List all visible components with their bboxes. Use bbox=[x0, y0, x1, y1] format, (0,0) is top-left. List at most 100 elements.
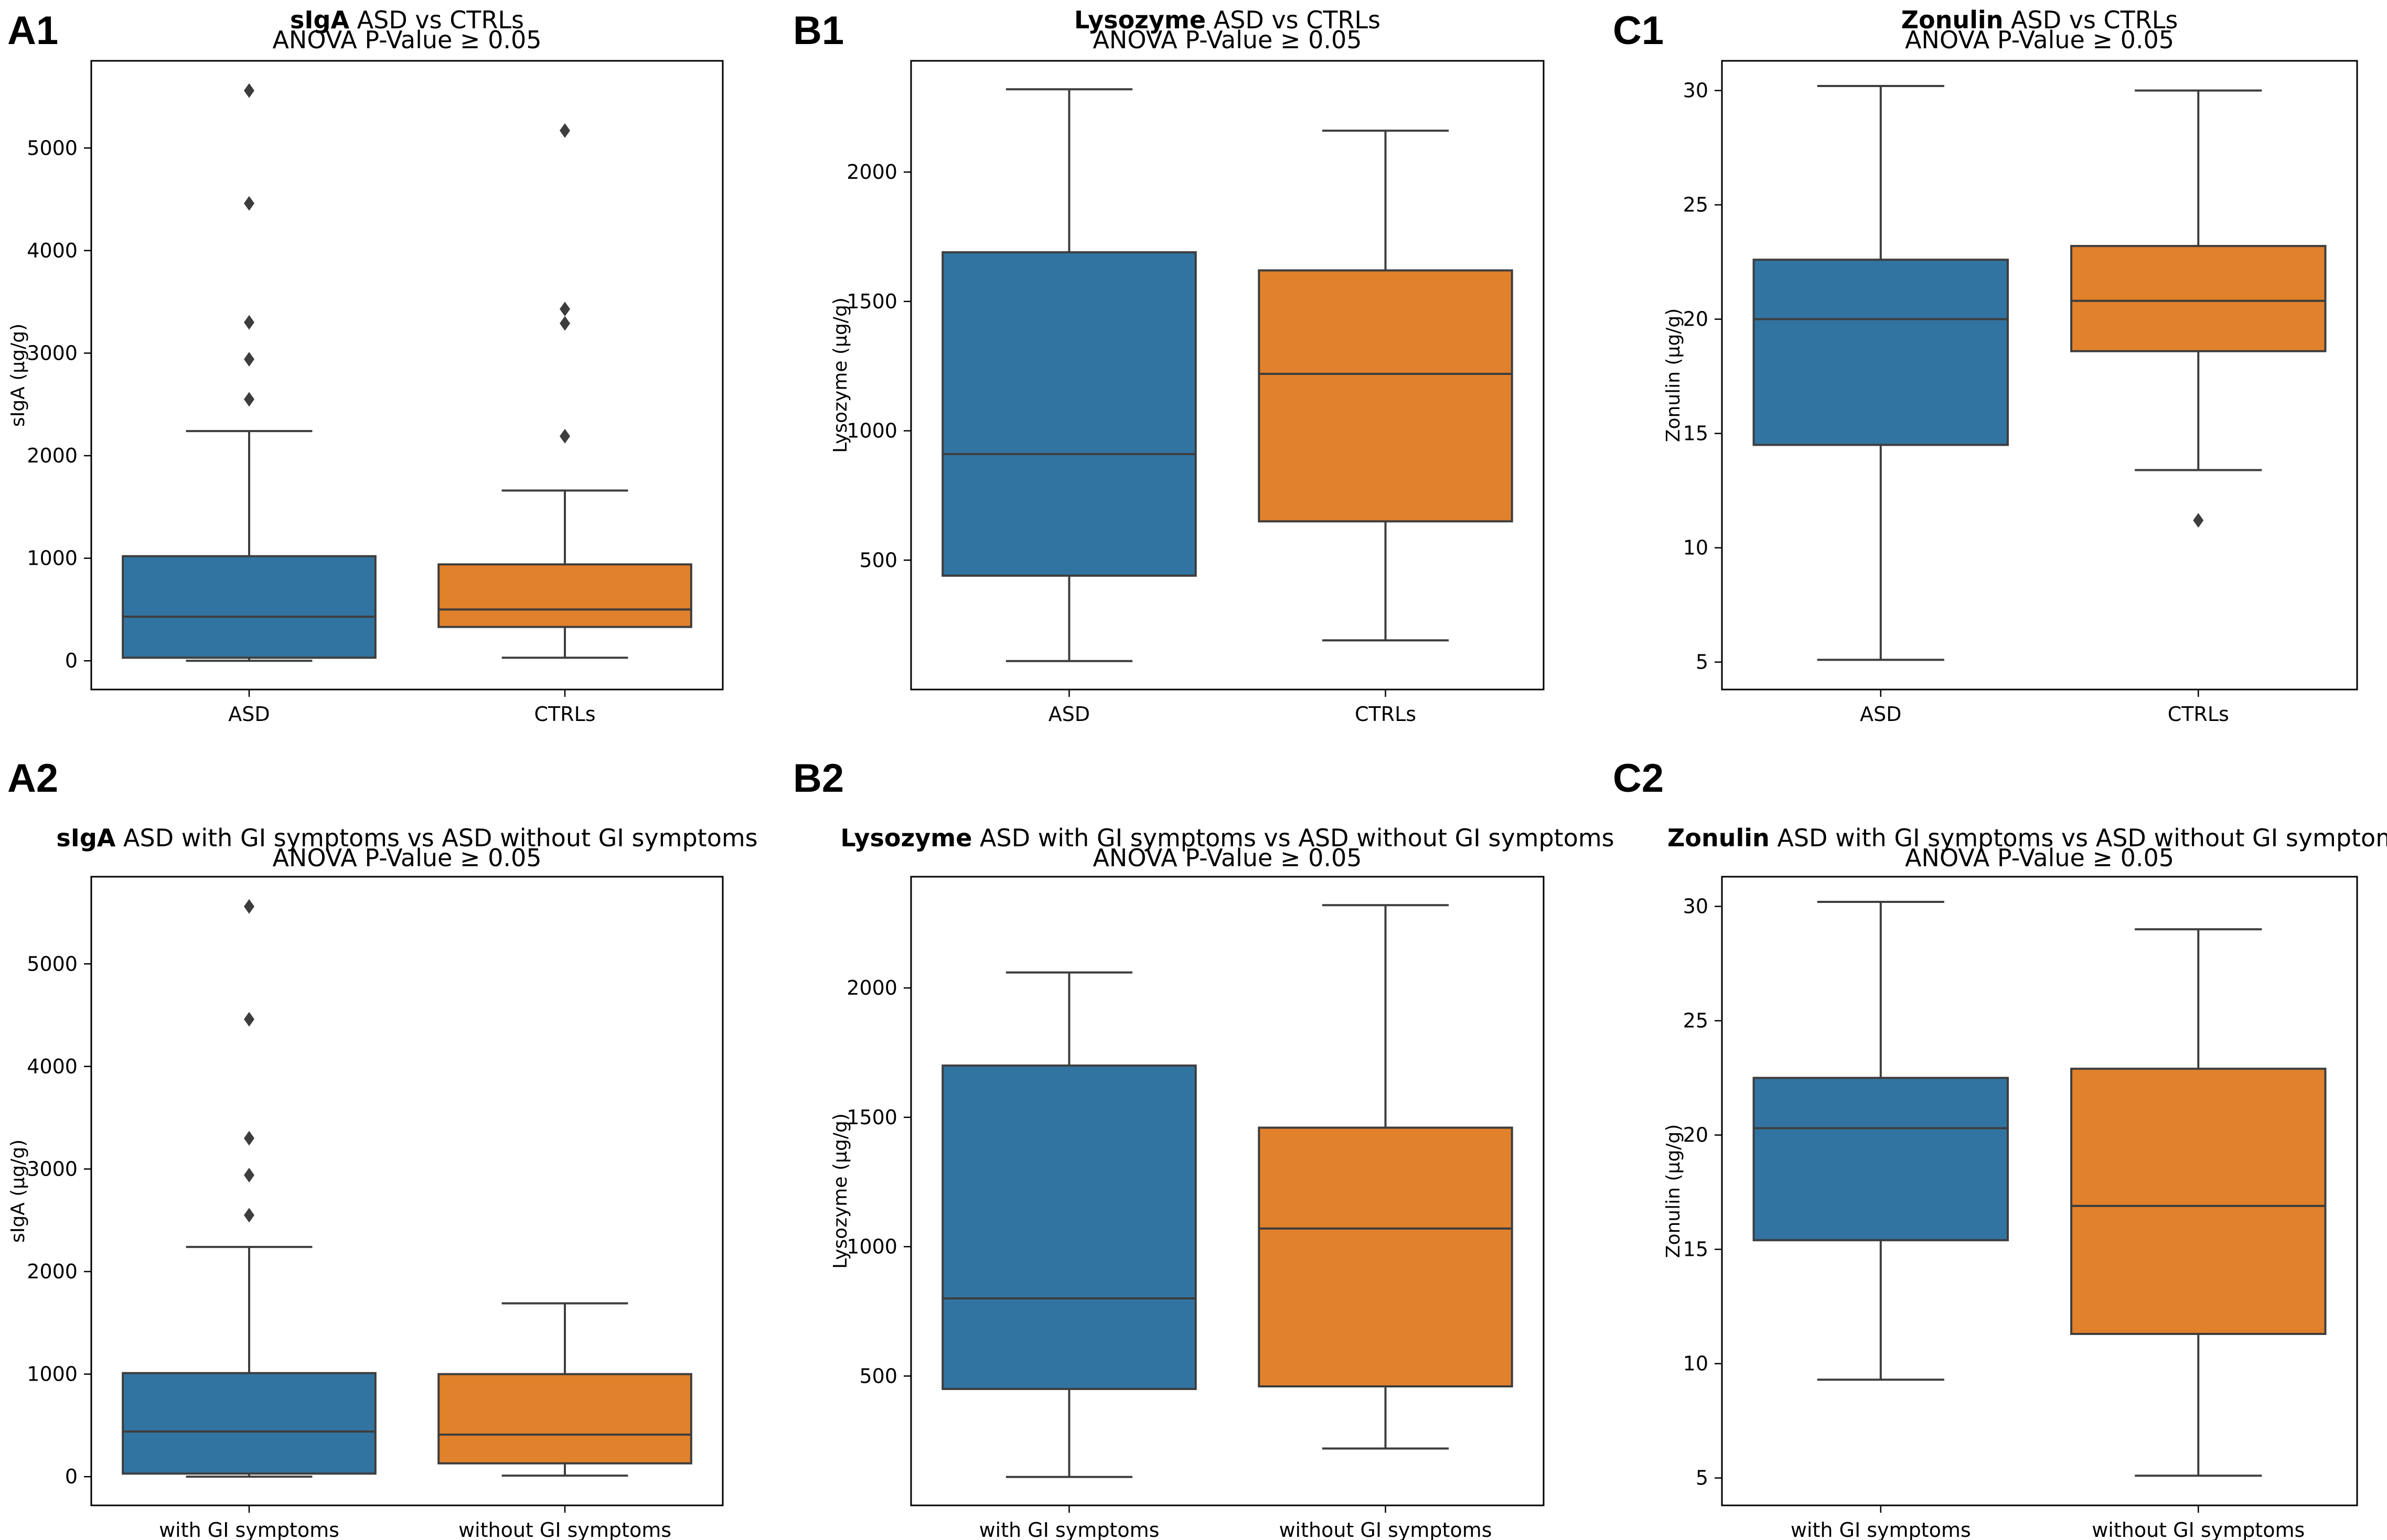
chart-title-bold: sIgA bbox=[56, 824, 115, 852]
y-tick-label: 5000 bbox=[27, 952, 78, 975]
chart-title: sIgA ASD with GI symptoms vs ASD without… bbox=[56, 824, 757, 852]
chart-subtitle: ANOVA P-Value ≥ 0.05 bbox=[1905, 26, 2174, 54]
y-axis-label: Zonulin (µg/g) bbox=[1663, 308, 1684, 442]
plot-frame bbox=[90, 876, 724, 1506]
plot-frame bbox=[910, 876, 1545, 1506]
x-tick-label: with GI symptoms bbox=[159, 1519, 339, 1540]
y-tick-label: 1000 bbox=[847, 419, 897, 443]
outlier-point bbox=[244, 352, 254, 367]
box-body bbox=[1752, 1076, 2009, 1242]
plot-frame bbox=[1721, 876, 2358, 1506]
plot-frame bbox=[910, 60, 1545, 691]
x-tick-label: with GI symptoms bbox=[1791, 1519, 1971, 1540]
box-body bbox=[2070, 1068, 2327, 1335]
chart-title-bold: Lysozyme bbox=[840, 824, 972, 852]
chart-title-rest: ASD vs CTRLs bbox=[1206, 6, 1380, 34]
chart-title: Lysozyme ASD with GI symptoms vs ASD wit… bbox=[840, 824, 1614, 852]
y-tick-label: 15 bbox=[1683, 422, 1708, 445]
box-asd bbox=[1752, 84, 2009, 661]
outlier-point bbox=[560, 301, 570, 317]
panel-b2: B2 Lysozyme ASD with GI symptoms vs ASD w… bbox=[793, 756, 1614, 1540]
y-tick-label: 5000 bbox=[27, 136, 78, 159]
y-tick-label: 1000 bbox=[27, 547, 78, 570]
y-tick-label: 5 bbox=[1696, 651, 1708, 674]
y-tick-label: 1000 bbox=[27, 1363, 78, 1386]
panel-letter: A1 bbox=[7, 8, 58, 53]
box-ctrls bbox=[2070, 89, 2327, 528]
x-tick-label: with GI symptoms bbox=[979, 1519, 1160, 1540]
box-body bbox=[2070, 245, 2327, 352]
box-with-gi-symptoms bbox=[1752, 900, 2009, 1381]
panel-a2: A2 sIgA ASD with GI symptoms vs ASD witho… bbox=[7, 756, 758, 1540]
outlier-point bbox=[244, 392, 254, 407]
chart-subtitle: ANOVA P-Value ≥ 0.05 bbox=[1093, 26, 1362, 54]
y-tick-label: 20 bbox=[1683, 1124, 1708, 1147]
y-tick-label: 2000 bbox=[27, 444, 78, 467]
chart-title-bold: Zonulin bbox=[1901, 6, 2004, 34]
outlier-point bbox=[244, 1208, 254, 1223]
y-tick-label: 0 bbox=[65, 1465, 78, 1488]
y-tick-label: 5 bbox=[1696, 1467, 1708, 1490]
chart-title-bold: sIgA bbox=[290, 6, 349, 34]
x-tick-label: without GI symptoms bbox=[1279, 1519, 1492, 1540]
chart-subtitle: ANOVA P-Value ≥ 0.05 bbox=[272, 844, 541, 872]
y-tick-label: 2000 bbox=[847, 976, 897, 999]
panel-letter: C2 bbox=[1613, 756, 1664, 801]
chart-title: Zonulin ASD vs CTRLs bbox=[1901, 6, 2178, 34]
x-tick-label: CTRLs bbox=[534, 703, 595, 726]
box-ctrls bbox=[1258, 130, 1513, 642]
box-body bbox=[941, 251, 1197, 577]
box-body bbox=[1258, 269, 1513, 523]
y-tick-label: 4000 bbox=[27, 239, 78, 262]
box-body bbox=[437, 563, 692, 628]
box-without-gi-symptoms bbox=[437, 1302, 692, 1477]
y-tick-label: 2000 bbox=[27, 1260, 78, 1283]
outlier-point bbox=[560, 428, 570, 444]
outlier-point bbox=[244, 196, 254, 211]
outlier-point bbox=[560, 123, 570, 138]
x-tick-label: without GI symptoms bbox=[2092, 1519, 2305, 1540]
chart-title: sIgA ASD vs CTRLs bbox=[290, 6, 524, 34]
chart-subtitle: ANOVA P-Value ≥ 0.05 bbox=[1093, 844, 1362, 872]
y-tick-label: 3000 bbox=[27, 1157, 78, 1180]
y-tick-label: 20 bbox=[1683, 308, 1708, 331]
y-tick-label: 1500 bbox=[847, 290, 897, 313]
y-tick-label: 10 bbox=[1683, 536, 1708, 559]
box-asd bbox=[122, 83, 377, 662]
chart-title: Lysozyme ASD vs CTRLs bbox=[1074, 6, 1380, 34]
panel-letter: B1 bbox=[793, 8, 844, 53]
box-body bbox=[122, 555, 377, 659]
chart-subtitle: ANOVA P-Value ≥ 0.05 bbox=[1905, 844, 2174, 872]
panel-letter: B2 bbox=[793, 756, 844, 801]
plot-frame bbox=[1721, 60, 2358, 691]
panel-letter: C1 bbox=[1613, 8, 1664, 53]
outlier-point bbox=[244, 1011, 254, 1027]
chart-title-rest: ASD with GI symptoms vs ASD without GI s… bbox=[972, 824, 1614, 852]
outlier-point bbox=[2193, 513, 2204, 528]
y-tick-label: 0 bbox=[65, 649, 78, 672]
panel-letter: A2 bbox=[7, 756, 58, 801]
x-tick-label: CTRLs bbox=[2168, 703, 2229, 726]
y-axis-label: Zonulin (µg/g) bbox=[1663, 1124, 1684, 1258]
y-tick-label: 30 bbox=[1683, 895, 1708, 918]
chart-title-rest: ASD with GI symptoms vs ASD without GI s… bbox=[1770, 824, 2387, 852]
chart-title-bold: Zonulin bbox=[1667, 824, 1770, 852]
plot-frame bbox=[90, 60, 724, 691]
y-tick-label: 2000 bbox=[847, 160, 897, 184]
x-tick-label: CTRLs bbox=[1355, 703, 1416, 726]
y-axis-label: Lysozyme (µg/g) bbox=[830, 297, 851, 453]
y-axis-label: sIgA (µg/g) bbox=[7, 1139, 29, 1243]
y-tick-label: 500 bbox=[859, 1364, 897, 1387]
box-without-gi-symptoms bbox=[1258, 904, 1513, 1450]
chart-title-rest: ASD vs CTRLs bbox=[349, 6, 524, 34]
y-tick-label: 30 bbox=[1683, 79, 1708, 102]
y-tick-label: 1500 bbox=[847, 1106, 897, 1129]
y-tick-label: 3000 bbox=[27, 341, 78, 364]
y-tick-label: 25 bbox=[1683, 1009, 1708, 1032]
box-with-gi-symptoms bbox=[122, 899, 377, 1478]
box-with-gi-symptoms bbox=[941, 971, 1197, 1478]
chart-title-bold: Lysozyme bbox=[1074, 6, 1206, 34]
outlier-point bbox=[244, 1130, 254, 1146]
